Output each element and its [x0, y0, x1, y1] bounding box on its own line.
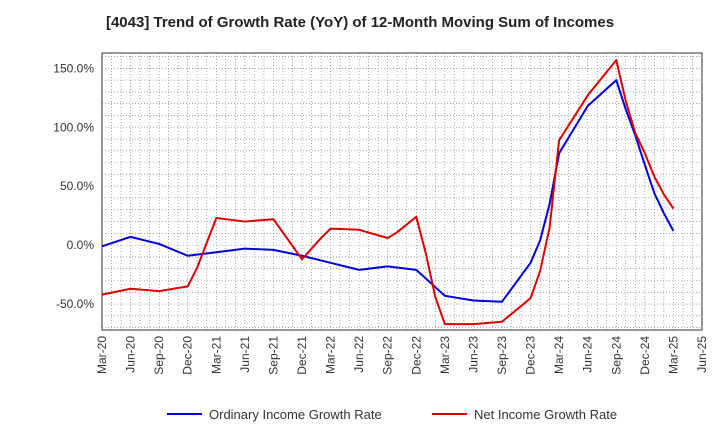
x-tick-label: Sep-24: [609, 336, 623, 375]
plot-area: [102, 53, 702, 330]
y-tick-label: 150.0%: [53, 61, 94, 75]
x-tick-label: Jun-20: [124, 336, 138, 373]
x-tick-label: Mar-21: [209, 336, 223, 374]
x-tick-label: Dec-20: [181, 336, 195, 375]
x-tick-label: Jun-24: [581, 336, 595, 373]
y-tick-label: 100.0%: [53, 120, 94, 134]
x-tick-label: Sep-21: [266, 336, 280, 375]
x-tick-label: Jun-21: [238, 336, 252, 373]
x-tick-label: Mar-23: [438, 336, 452, 374]
legend-label: Ordinary Income Growth Rate: [209, 407, 382, 422]
x-tick-label: Sep-20: [152, 336, 166, 375]
x-tick-label: Mar-20: [95, 336, 109, 374]
x-tick-label: Jun-25: [695, 336, 709, 373]
x-tick-label: Jun-22: [352, 336, 366, 373]
y-tick-label: 0.0%: [67, 238, 95, 252]
x-tick-label: Dec-21: [295, 336, 309, 375]
y-tick-label: -50.0%: [56, 297, 94, 311]
plot-frame: [101, 52, 703, 331]
y-tick-label: 50.0%: [60, 179, 94, 193]
x-tick-label: Jun-23: [466, 336, 480, 373]
chart-title: [4043] Trend of Growth Rate (YoY) of 12-…: [105, 14, 615, 31]
x-tick-label: Mar-22: [324, 336, 338, 374]
x-tick-label: Dec-24: [638, 336, 652, 375]
series-line-net-income: [101, 59, 675, 326]
legend-label: Net Income Growth Rate: [474, 407, 617, 422]
x-tick-label: Mar-25: [666, 336, 680, 374]
series-line-ordinary-income: [101, 79, 675, 303]
x-tick-label: Dec-22: [409, 336, 423, 375]
x-tick-label: Sep-22: [381, 336, 395, 375]
x-tick-label: Sep-23: [495, 336, 509, 375]
x-tick-label: Mar-24: [552, 336, 566, 374]
x-tick-label: Dec-23: [524, 336, 538, 375]
